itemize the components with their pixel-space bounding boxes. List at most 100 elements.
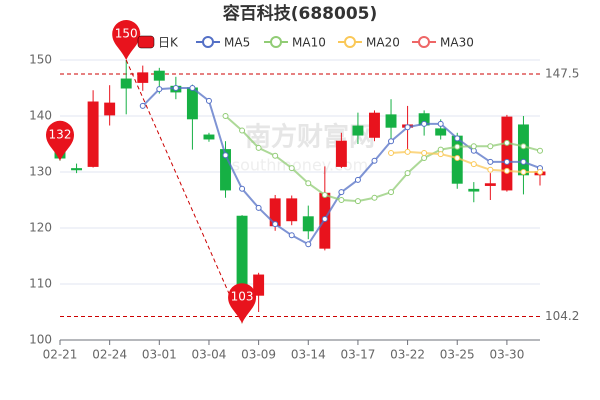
ma-point (222, 152, 229, 159)
legend-swatch (344, 36, 356, 48)
ma-line (390, 150, 540, 173)
ma-point (305, 241, 312, 248)
candle-body (435, 128, 447, 136)
ma-point (404, 148, 411, 155)
candle-body (186, 87, 198, 120)
mark-pin-label: 132 (49, 127, 72, 141)
legend-label: MA20 (366, 36, 400, 50)
ma-point (205, 97, 212, 104)
ma-point (338, 197, 345, 203)
legend-label: MA5 (224, 36, 250, 50)
candle-body (220, 149, 231, 191)
ma-point (487, 143, 494, 150)
mark-line-label: 147.5 (545, 67, 579, 81)
x-tick-label: 03-01 (142, 348, 177, 362)
candle-body (517, 124, 529, 176)
candle-body (120, 78, 132, 89)
ma-point (189, 85, 196, 91)
ma-point (503, 158, 510, 165)
candle-body (236, 215, 248, 291)
ma-point (321, 191, 328, 198)
ma-point (520, 169, 527, 175)
x-tick-label: 03-25 (440, 348, 475, 362)
ma-point (537, 169, 543, 175)
legend-swatch (137, 35, 155, 49)
x-tick-label: 03-22 (390, 348, 425, 362)
ma-point (288, 232, 295, 239)
ma-point (503, 167, 510, 174)
ma-point (454, 155, 461, 161)
candle-body (253, 274, 265, 296)
candle-body (352, 125, 364, 136)
y-tick-label: 120 (29, 221, 52, 235)
mark-pin (46, 120, 74, 161)
ma-point (487, 166, 494, 173)
ma-point (255, 204, 262, 211)
ma-point (470, 143, 477, 150)
candle-body (203, 134, 215, 140)
ma-point (404, 124, 411, 131)
ma-point (239, 127, 246, 134)
mark-pin-label: 150 (115, 27, 138, 41)
candle-body (153, 70, 165, 81)
ma-point (388, 189, 395, 196)
ma-point (172, 85, 179, 91)
y-tick-label: 140 (29, 109, 52, 123)
ma-point (520, 143, 527, 150)
candle-body (104, 102, 116, 116)
mark-pin (112, 20, 141, 60)
candle-body (385, 114, 397, 128)
x-tick-label: 03-14 (291, 348, 326, 362)
x-tick-label: 03-30 (489, 348, 524, 362)
legend-swatch (202, 36, 214, 48)
ma-point (272, 152, 279, 159)
ma-point (487, 158, 494, 165)
ma-point (338, 189, 345, 196)
ma-point (503, 139, 510, 146)
ma-point (421, 120, 428, 127)
ma-point (156, 86, 163, 93)
mark-pin-label: 103 (231, 290, 254, 304)
ma-point (437, 151, 444, 158)
ma-point (454, 135, 461, 142)
ma-point (354, 198, 361, 205)
legend-label: MA30 (440, 36, 474, 50)
legend-label: 日K (158, 36, 179, 50)
y-tick-label: 130 (29, 165, 52, 179)
y-tick-label: 110 (29, 277, 52, 291)
x-tick-label: 02-24 (92, 348, 127, 362)
ma-point (470, 161, 477, 168)
candle-body (335, 140, 347, 167)
ma-point (437, 120, 444, 127)
ma-point (388, 149, 395, 156)
ma-point (520, 158, 527, 165)
ma-point (139, 102, 146, 109)
mark-line-label: 104.2 (545, 309, 579, 323)
mark-pin (228, 283, 257, 324)
ma-point (255, 144, 262, 151)
ma-point (454, 143, 461, 150)
x-tick-label: 03-04 (192, 348, 227, 362)
ma-point (288, 165, 295, 172)
ma-point (305, 180, 312, 187)
ma-point (421, 149, 428, 156)
candle-body (369, 112, 380, 138)
candle-body (484, 183, 496, 186)
ma-point (404, 170, 411, 177)
legend-swatch (270, 36, 282, 48)
candle-body (137, 72, 149, 83)
ma-point (371, 157, 378, 164)
ma-point (239, 185, 246, 192)
candle-body (71, 168, 83, 171)
ma-point (222, 113, 229, 119)
ma-point (354, 176, 361, 183)
ma-point (421, 155, 428, 161)
candle-body (286, 198, 298, 222)
candle-body (501, 116, 513, 191)
legend-label: MA10 (292, 36, 326, 50)
x-tick-label: 02-21 (43, 348, 78, 362)
ma-point (388, 138, 395, 145)
mark-connector (125, 59, 243, 324)
x-tick-label: 03-17 (340, 348, 375, 362)
